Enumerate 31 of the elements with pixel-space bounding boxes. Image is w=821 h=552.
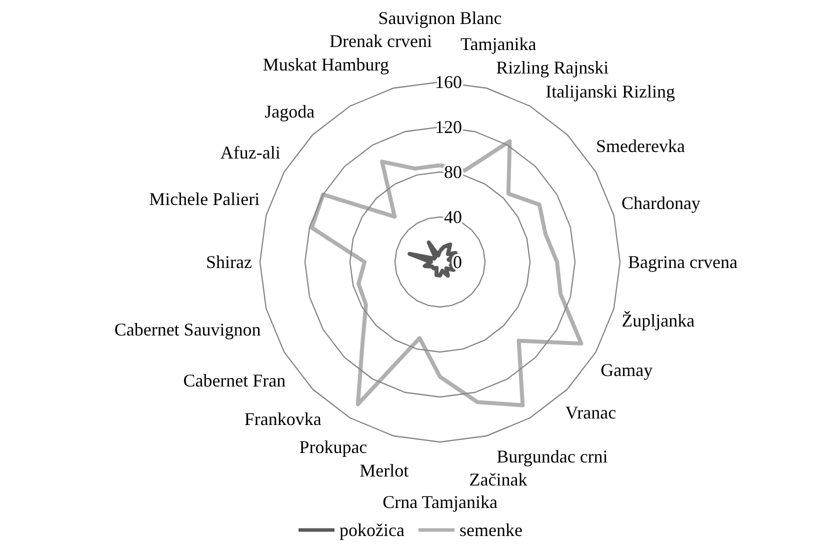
spoke-label: Frankovka [244,409,322,430]
spoke-label: Shiraz [206,252,252,272]
legend-label: pokožica [340,520,405,540]
spoke-label: Afuz-ali [220,142,280,163]
spoke-label: Župljanka [622,310,695,330]
y-tick-label: 80 [444,162,462,182]
spoke-label: Merlot [360,460,409,481]
spoke-label: Burgundac crni [496,446,608,466]
spoke-label: Cabernet Fran [183,370,286,391]
spoke-label: Bagrina crvena [628,252,738,272]
y-tick-label: 40 [444,207,462,227]
spoke-label: Prokupac [299,437,368,458]
spoke-label: Michele Palieri [149,188,260,209]
y-tick-label: 0 [453,252,462,272]
spoke-label: Tamjanika [460,34,536,54]
y-tick-label: 160 [435,72,462,92]
spoke-label: Začinak [469,469,528,490]
spoke-label: Italijanski Rizling [546,82,676,102]
spoke-label: Muskat Hamburg [262,54,389,74]
spoke-label: Sauvignon Blanc [378,8,502,28]
spoke-label: Chardonay [621,192,700,213]
spoke-label: Gamay [600,360,653,380]
spoke-label: Cabernet Sauvignon [114,320,261,340]
spoke-label: Vranac [565,402,616,423]
spoke-label: Jagoda [264,102,315,122]
spoke-label: Crna Tamjanika [382,492,498,512]
spoke-label: Drenak crveni [330,30,432,51]
legend-label: semenke [460,520,522,540]
spoke-label: Smederevka [596,136,685,156]
y-tick-label: 120 [435,117,462,137]
spoke-label: Rizling Rajnski [496,57,609,78]
